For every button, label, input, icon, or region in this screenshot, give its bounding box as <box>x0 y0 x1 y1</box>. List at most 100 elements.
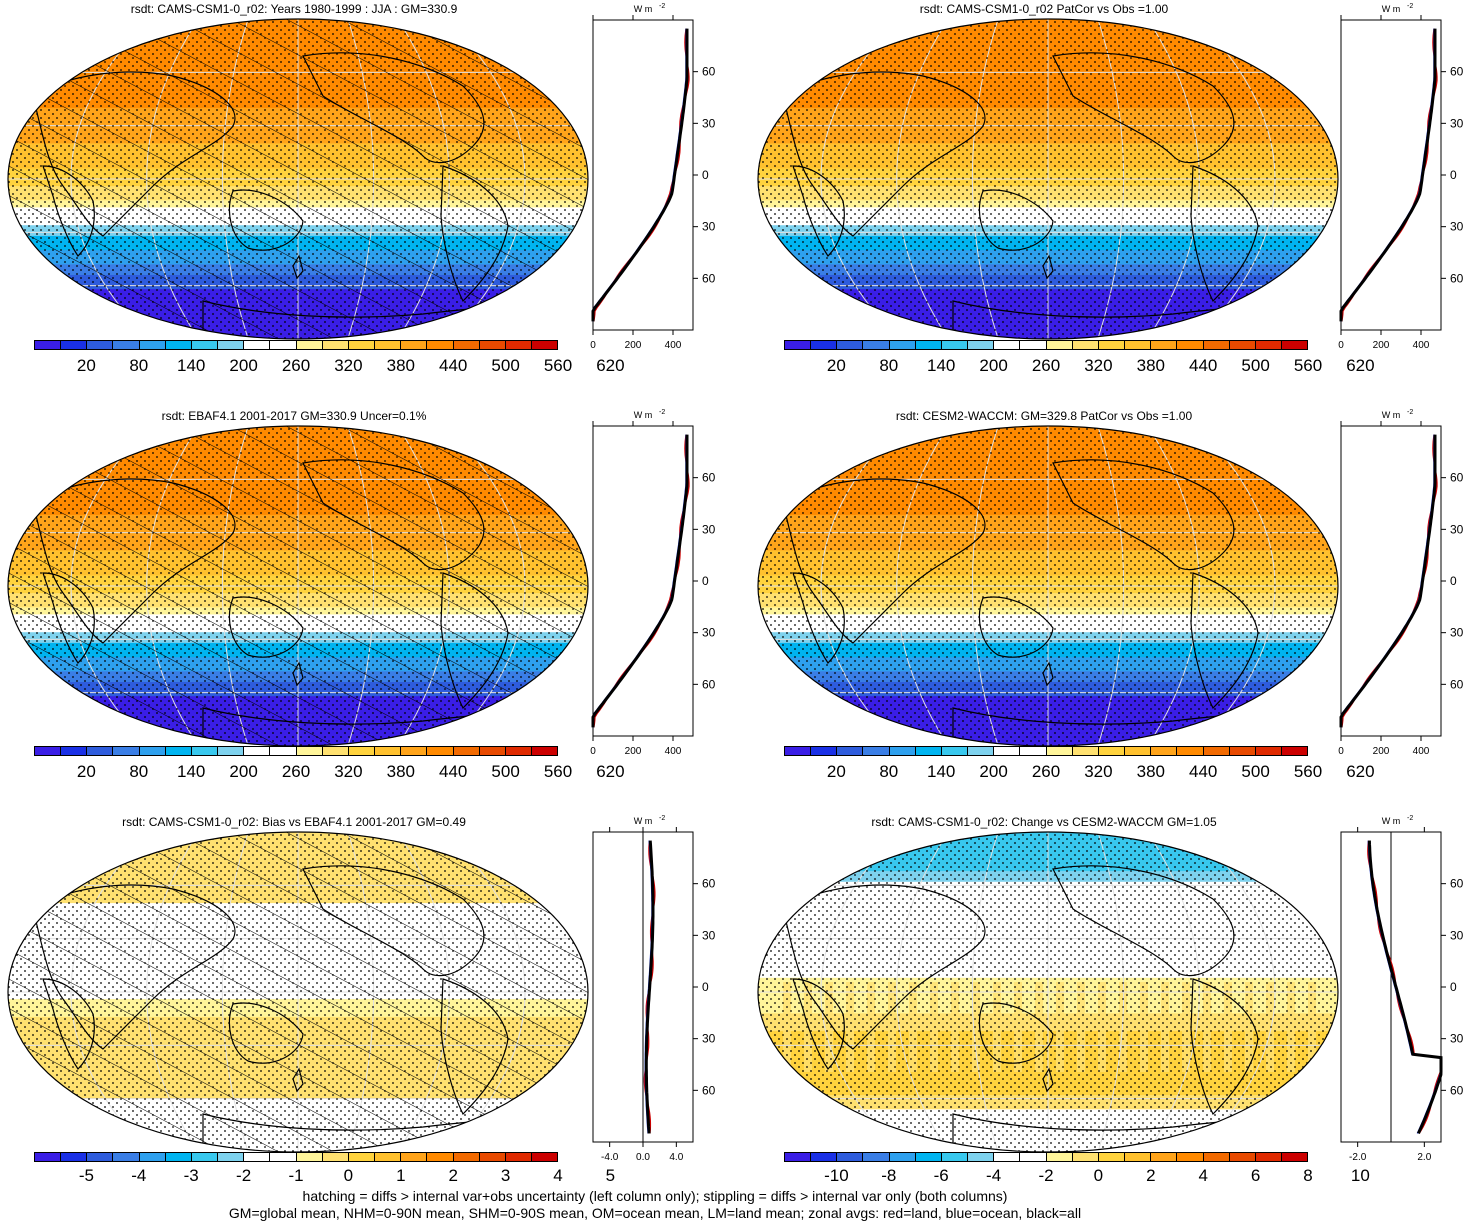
panel-1-colorbar <box>34 340 558 350</box>
lat-tick-label: 30S <box>702 220 715 234</box>
colorbar-tick-label: 0 <box>343 1166 354 1185</box>
zonal-units-exponent: -2 <box>659 815 665 822</box>
panel-2-colorbar <box>784 340 1308 350</box>
colorbar-tick-label: 260 <box>281 356 311 375</box>
colorbar-tick-label: 620 <box>596 356 625 375</box>
colorbar-tick-label: 320 <box>334 762 363 781</box>
zonal-x-tick-label: 0 <box>590 746 596 756</box>
zonal-x-tick-label: 0 <box>1338 340 1344 350</box>
colorbar-tick-label: 80 <box>879 356 899 375</box>
zonal-x-tick-label: 400 <box>665 746 682 756</box>
colorbar-tick-label: -4 <box>986 1166 1002 1185</box>
colorbar-tick-label: -1 <box>288 1166 304 1185</box>
colorbar-tick-label: 8 <box>1303 1166 1313 1185</box>
lat-tick-label: 60S <box>702 677 715 691</box>
colorbar-tick-label: 140 <box>927 762 956 781</box>
colorbar-tick-label: -5 <box>78 1166 94 1185</box>
colorbar-tick-label: 1 <box>396 1166 406 1185</box>
panel-5-zonal-plot: 60N 30N 0 30S 60S -4.0 0.0 4.0 W m -2 <box>592 815 715 1162</box>
colorbar-tick-label: 6 <box>1250 1166 1261 1185</box>
colorbar-tick-label: 200 <box>229 762 258 781</box>
panel-4-colorbar <box>784 746 1308 756</box>
zonal-plot-frame <box>1340 425 1442 737</box>
hatching-overlay <box>8 19 588 339</box>
lat-tick-label: 30S <box>1450 626 1463 640</box>
lat-tick-label: 30N <box>1450 522 1463 536</box>
zonal-x-tick-label: -4.0 <box>601 1152 619 1162</box>
zonal-units-label: W m <box>1382 816 1401 826</box>
zonal-x-tick-label: 0.0 <box>636 1152 650 1162</box>
lat-tick-label: 0 <box>1450 980 1457 994</box>
colorbar-tick-label: 260 <box>281 762 311 781</box>
zonal-ocean-line <box>592 28 687 322</box>
colorbar-tick-label: 500 <box>491 356 520 375</box>
zonal-x-tick-label: 0 <box>1338 746 1344 756</box>
colorbar-tick-label: 0 <box>1093 1166 1104 1185</box>
hatching-overlay <box>8 832 588 1152</box>
panel-1-zonal-plot: 60N 30N 0 30S 60S 0 200 400 W m -2 <box>590 3 715 350</box>
panel-6-zonal-plot: 60N 30N 0 30S 60S -2.0 2.0 W m -2 <box>1340 815 1463 1162</box>
lat-tick-label: 30S <box>702 626 715 640</box>
panel-3-colorbar <box>34 746 558 756</box>
panel-5-title: rsdt: CAMS-CSM1-0_r02: Bias vs EBAF4.1 2… <box>122 815 466 829</box>
panel-5-colorbar <box>34 1152 558 1162</box>
zonal-x-tick-label: 200 <box>625 340 642 350</box>
panel-4-zonal-plot: 60N 30N 0 30S 60S 0 200 400 W m -2 <box>1338 409 1463 756</box>
colorbar-tick-label: 320 <box>1084 356 1113 375</box>
zonal-units-label: W m <box>634 410 653 420</box>
colorbar-tick-label: 4 <box>1198 1166 1208 1185</box>
colorbar-tick-label: 2 <box>448 1166 458 1185</box>
footer-note-hatching: hatching = diffs > internal var+obs unce… <box>302 1188 1008 1204</box>
lat-tick-label: 30N <box>702 522 715 536</box>
map-outline <box>757 18 1339 340</box>
colorbar-tick-label: 380 <box>386 762 415 781</box>
hatching-overlay <box>8 426 588 746</box>
colorbar-tick-label: -2 <box>1038 1166 1054 1185</box>
lat-tick-label: 0 <box>702 574 709 588</box>
zonal-x-tick-label: -2.0 <box>1349 1152 1367 1162</box>
zonal-all-line <box>1367 840 1443 1135</box>
lat-tick-label: 60S <box>702 1083 715 1097</box>
colorbar-tick-label: -10 <box>824 1166 849 1185</box>
lat-tick-label: 0 <box>1450 168 1457 182</box>
colorbar-tick-label: 380 <box>1136 762 1165 781</box>
colorbar-tick-label: 200 <box>979 356 1008 375</box>
panel-4-title: rsdt: CESM2-WACCM: GM=329.8 PatCor vs Ob… <box>895 409 1193 423</box>
colorbar-tick-label: 20 <box>826 356 846 375</box>
colorbar-tick-label: 440 <box>1189 762 1218 781</box>
lat-tick-label: 60S <box>1450 677 1463 691</box>
colorbar-tick-label: 500 <box>1241 762 1270 781</box>
panel-2-zonal-plot: 60N 30N 0 30S 60S 0 200 400 W m -2 <box>1338 3 1463 350</box>
zonal-x-tick-label: 200 <box>1373 746 1390 756</box>
colorbar-tick-label: -6 <box>933 1166 949 1185</box>
lat-tick-label: 60N <box>702 877 715 891</box>
colorbar-tick-label: 500 <box>491 762 520 781</box>
colorbar-tick-label: 20 <box>76 356 96 375</box>
lat-tick-label: 0 <box>702 168 709 182</box>
lat-tick-label: 0 <box>1450 574 1457 588</box>
panel-6-colorbar <box>784 1152 1308 1162</box>
lat-tick-label: 30S <box>1450 1032 1463 1046</box>
map-outline <box>7 18 589 340</box>
colorbar-tick-label: 200 <box>979 762 1008 781</box>
zonal-ocean-line <box>1340 28 1435 322</box>
colorbar-tick-label: 3 <box>500 1166 511 1185</box>
colorbar-tick-label: 620 <box>596 762 625 781</box>
colorbar-tick-label: 140 <box>177 356 206 375</box>
colorbar-tick-label: 80 <box>129 762 149 781</box>
zonal-units-exponent: -2 <box>1407 409 1413 416</box>
zonal-all-line <box>591 434 689 728</box>
footer-note-means: GM=global mean, NHM=0-90N mean, SHM=0-90… <box>228 1205 1082 1221</box>
panel-2-title: rsdt: CAMS-CSM1-0_r02 PatCor vs Obs =1.0… <box>919 2 1169 16</box>
colorbar-tick-label: 260 <box>1031 356 1061 375</box>
zonal-all-line <box>591 28 689 322</box>
zonal-x-tick-label: 400 <box>1413 746 1430 756</box>
zonal-units-exponent: -2 <box>1407 3 1413 10</box>
zonal-x-tick-label: 400 <box>665 340 682 350</box>
colorbar-tick-label: 20 <box>76 762 96 781</box>
lat-tick-label: 60N <box>1450 65 1463 79</box>
colorbar-tick-label: 200 <box>229 356 258 375</box>
lat-tick-label: 60N <box>702 65 715 79</box>
zonal-units-label: W m <box>1382 4 1401 14</box>
lat-tick-label: 60S <box>702 271 715 285</box>
